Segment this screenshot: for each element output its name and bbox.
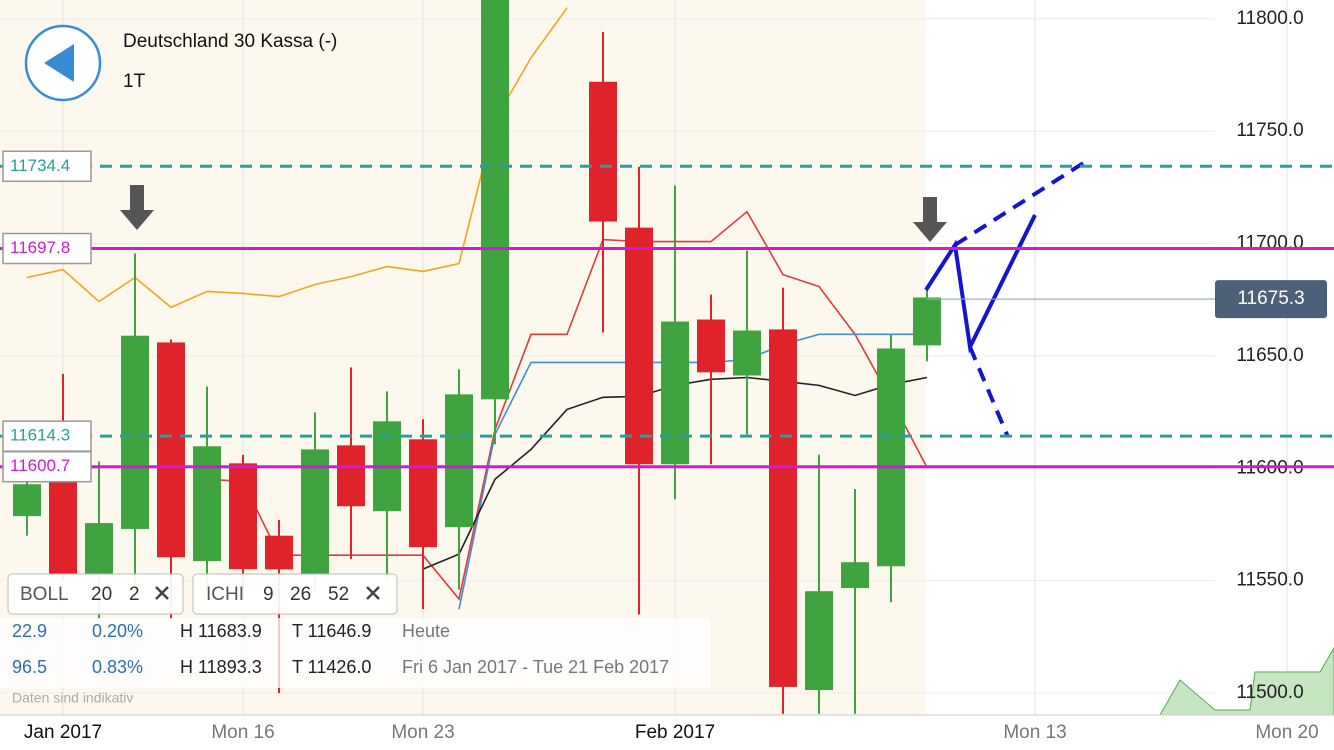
x-tick-label: Feb 2017 (635, 722, 715, 743)
instrument: Deutschland 30 Kassa (-) (123, 31, 337, 52)
projection-dash (953, 160, 1087, 247)
arrows (120, 185, 947, 242)
candle-body (481, 0, 509, 400)
stat-value: Heute (402, 621, 450, 641)
candle-body (661, 321, 689, 465)
ichi-param: 9 (263, 584, 274, 605)
candle-body (265, 535, 293, 570)
y-tick-label: 11700.0 (1236, 233, 1303, 254)
candle-body (301, 449, 329, 575)
ichi-name: ICHI (206, 584, 244, 605)
stat-value: 0.83% (92, 657, 143, 677)
candle-body (697, 319, 725, 373)
level-label: 11600.7 (10, 456, 70, 475)
back-icon (44, 44, 74, 82)
boll-param: 20 (91, 584, 112, 605)
stats: 22.9 0.20% H 11683.9 T 11646.9 Heute 96.5 0.83… (12, 621, 669, 677)
stat-value: 0.20% (92, 621, 143, 641)
level-label: 11614.3 (10, 426, 70, 445)
candle-body (733, 330, 761, 376)
close-icon[interactable] (366, 586, 380, 600)
y-tick-label: 11550.0 (1236, 570, 1303, 591)
candle-body (877, 348, 905, 567)
y-tick-label: 11500.0 (1236, 682, 1303, 703)
stat-value: Fri 6 Jan 2017 - Tue 21 Feb 2017 (402, 657, 669, 677)
candle-body (121, 335, 149, 529)
indicator-panel: BOLL 20 2 ICHI 9 26 52 (0, 573, 710, 688)
last-price-label: 11675.3 (1237, 288, 1304, 309)
indicator-line (458, 333, 927, 610)
cloud (1159, 647, 1334, 716)
boll-param: 2 (129, 584, 140, 605)
projection (924, 160, 1087, 438)
x-tick-label: Jan 2017 (24, 722, 102, 743)
ichi-param: 26 (290, 584, 311, 605)
boll-name: BOLL (20, 584, 69, 605)
candle-body (193, 446, 221, 562)
x-tick-label: Mon 16 (211, 722, 274, 743)
projection-dash (968, 346, 1010, 438)
arrow-icon (120, 185, 154, 230)
x-tick-label: Mon 23 (391, 722, 454, 743)
candle-body (445, 394, 473, 528)
candle-body (841, 562, 869, 589)
level-label: 11734.4 (10, 156, 70, 175)
candle-body (805, 591, 833, 691)
close-icon[interactable] (155, 586, 169, 600)
y-tick-label: 11650.0 (1236, 345, 1303, 366)
candle-body (913, 297, 941, 346)
candle-body (49, 477, 77, 574)
candle-body (229, 463, 257, 570)
last-price-box (1215, 280, 1327, 319)
boll-chip[interactable] (7, 573, 184, 615)
candle-body (409, 439, 437, 548)
level-label-box (2, 450, 92, 483)
y-tick-label: 11800.0 (1236, 8, 1303, 29)
level-label-box (2, 150, 92, 183)
ichi-param: 52 (328, 584, 349, 605)
indicator-line (26, 7, 568, 309)
stat-value: T 11426.0 (292, 657, 371, 677)
y-tick-label: 11750.0 (1236, 120, 1303, 141)
plot (13, 0, 941, 714)
candle-body (13, 484, 41, 517)
level-label-box (2, 232, 92, 265)
candle-body (337, 445, 365, 507)
candle-body (769, 329, 797, 687)
ichi-chip[interactable] (192, 573, 398, 615)
projection-line (924, 214, 1037, 354)
stats-bg (0, 618, 710, 688)
candle-body (625, 227, 653, 465)
candle-body (589, 81, 617, 222)
stat-value: 22.9 (12, 621, 47, 641)
level-label: 11697.8 (10, 238, 70, 257)
interval: 1T (123, 71, 146, 92)
x-tick-label: Mon 13 (1003, 722, 1066, 743)
stat-value: 96.5 (12, 657, 47, 677)
disclaimer: Daten sind indikativ (12, 690, 133, 706)
level-label-box (2, 420, 92, 452)
x-tick-label: Mon 20 (1255, 722, 1318, 743)
arrow-icon (913, 197, 947, 242)
candle-body (85, 523, 113, 574)
stat-value: H 11893.3 (180, 657, 262, 677)
stat-value: H 11683.9 (180, 621, 262, 641)
stat-value: T 11646.9 (292, 621, 371, 641)
candle-body (157, 342, 185, 558)
axes: 11500.011550.011600.011650.011700.011750… (0, 8, 1334, 743)
